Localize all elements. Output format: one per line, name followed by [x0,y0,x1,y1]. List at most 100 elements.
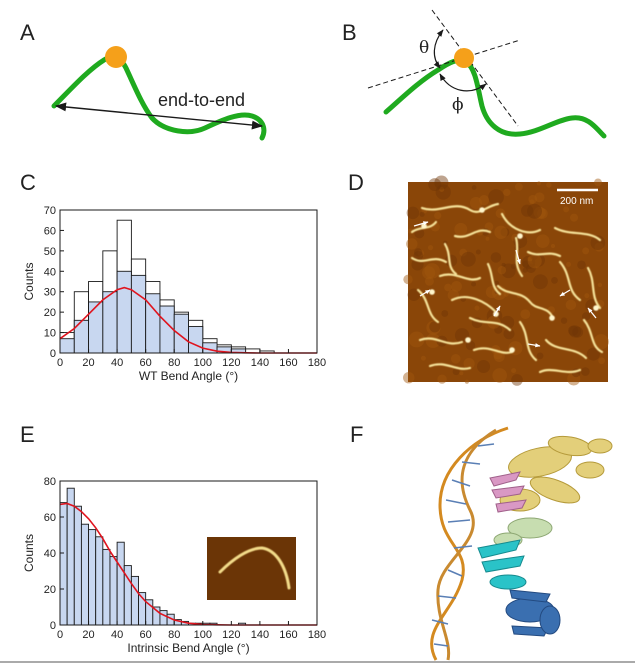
schematic-b: θ ϕ [367,9,607,139]
afm-speckle [460,251,476,267]
afm-speckle [536,352,544,360]
afm-protein-blob [465,337,471,343]
afm-dna-strand [472,347,514,354]
y-tick-label: 50 [44,246,56,258]
afm-arrow [527,343,541,348]
afm-arrow [559,289,571,297]
afm-speckle [572,326,584,338]
afm-speckle [434,175,449,190]
afm-speckle [435,184,451,200]
afm-dna-strand [420,202,500,213]
tangent-line-2 [431,9,519,127]
afm-speckle [463,357,475,370]
scale-bar-label: 200 nm [560,196,593,207]
beta-strand [489,471,521,487]
afm-speckle [451,280,462,292]
afm-speckle [406,206,420,220]
afm-arrows [413,221,597,348]
afm-dna-strand [526,250,562,258]
afm-speckle [586,347,600,361]
afm-protein-blob [509,347,515,353]
afm-speckle [414,248,423,257]
afm-speckle [439,186,445,192]
domain-pink [489,471,527,513]
afm-speckle [533,206,546,219]
afm-dna-strand [428,363,472,370]
afm-speckle [510,263,517,270]
histogram-bar [130,575,139,626]
x-axis-label: WT Bend Angle (°) [139,369,238,383]
afm-speckle [501,263,516,279]
afm-dna-strand [500,212,542,234]
afm-speckle [598,357,606,365]
theta-arc [433,29,444,69]
afm-speckle [406,238,418,250]
afm-speckle [597,282,603,288]
histogram-bar [102,548,111,626]
y-tick-label: 20 [44,584,56,596]
afm-speckle [471,281,477,287]
histogram-bar [188,325,204,354]
y-tick-label: 40 [44,266,56,278]
afm-speckle [577,260,586,270]
domain-blue [505,589,561,637]
afm-speckle [521,204,534,217]
afm-dna-strand [538,368,582,374]
end-to-end-arrow [54,102,264,130]
afm-speckle [403,371,415,384]
histogram-bar [116,541,125,626]
afm-speckle [563,206,570,213]
y-tick-label: 70 [44,205,56,217]
domain-green [493,517,553,548]
x-tick-label: 100 [194,629,212,641]
afm-speckle [568,325,582,338]
afm-speckle [426,320,441,335]
y-axis-label: Counts [22,262,36,300]
phi-arc [439,73,487,92]
afm-speckle [546,182,552,188]
afm-speckle [536,234,550,248]
afm-speckle [503,291,509,297]
afm-speckle [581,312,591,321]
afm-speckle [531,253,545,267]
base-pair [453,545,473,549]
histogram-bar [66,487,75,626]
panel-letter-d: D [348,170,364,195]
x-axis-label: Intrinsic Bend Angle (°) [127,641,249,655]
x-tick-label: 180 [308,357,326,369]
inset-strand [218,546,291,590]
afm-speckle [497,265,507,275]
x-tick-label: 100 [194,357,212,369]
beta-strand [495,499,527,513]
dna-strand-b [383,57,607,139]
afm-speckle [465,340,476,351]
afm-speckle [459,371,464,376]
afm-speckle [425,333,441,349]
afm-speckle [594,242,604,252]
afm-dna-strand [410,256,448,264]
base-pair [447,569,463,577]
afm-speckle [522,267,528,273]
afm-speckle [422,266,436,280]
histogram-bar [102,291,118,354]
afm-arrow [493,305,501,317]
afm-speckle [413,251,424,261]
afm-speckle [581,367,590,376]
base-pair [447,519,471,523]
afm-protein-blob [479,207,485,213]
afm-speckle [403,274,413,285]
afm-speckle [534,192,545,203]
afm-speckle [420,355,426,361]
schematic-a: end-to-end [51,46,267,141]
base-pair [433,643,449,647]
beta-strand [511,625,549,637]
afm-speckle [454,222,468,236]
afm-speckle [469,196,483,210]
afm-dna-strand [418,337,464,345]
afm-speckle [501,262,506,267]
afm-dna-strand [416,288,440,324]
x-tick-label: 120 [222,357,240,369]
afm-speckle [537,208,548,219]
afm-speckle [568,325,579,336]
